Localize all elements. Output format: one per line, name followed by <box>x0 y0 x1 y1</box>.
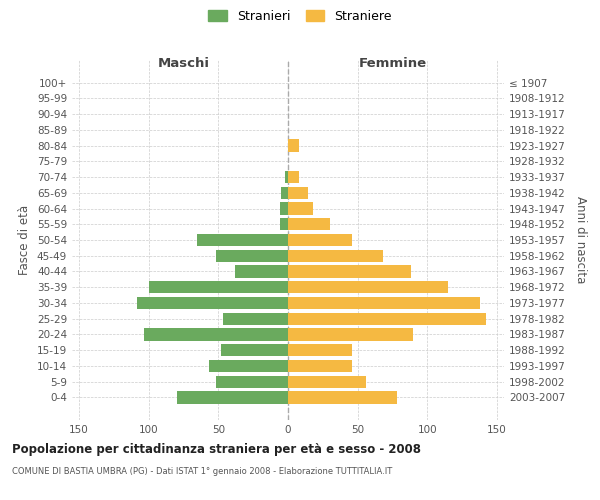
Bar <box>288 360 352 372</box>
Bar <box>285 171 288 183</box>
Text: Femmine: Femmine <box>358 57 427 70</box>
Bar <box>281 186 288 199</box>
Bar <box>288 328 413 340</box>
Bar <box>280 202 288 214</box>
Text: COMUNE DI BASTIA UMBRA (PG) - Dati ISTAT 1° gennaio 2008 - Elaborazione TUTTITAL: COMUNE DI BASTIA UMBRA (PG) - Dati ISTAT… <box>12 468 392 476</box>
Y-axis label: Anni di nascita: Anni di nascita <box>574 196 587 284</box>
Y-axis label: Fasce di età: Fasce di età <box>19 205 31 275</box>
Bar <box>288 234 352 246</box>
Bar <box>288 171 299 183</box>
Legend: Stranieri, Straniere: Stranieri, Straniere <box>205 6 395 26</box>
Bar <box>137 297 288 309</box>
Bar <box>145 328 288 340</box>
Bar <box>197 234 288 246</box>
Bar <box>280 218 288 230</box>
Bar <box>149 281 288 293</box>
Bar <box>288 376 366 388</box>
Bar <box>176 392 288 404</box>
Bar <box>288 266 410 278</box>
Bar <box>209 360 288 372</box>
Bar <box>221 344 288 356</box>
Bar <box>288 186 308 199</box>
Bar <box>288 297 481 309</box>
Bar <box>288 344 352 356</box>
Bar <box>215 376 288 388</box>
Bar <box>288 312 486 325</box>
Text: Maschi: Maschi <box>157 57 209 70</box>
Bar <box>288 250 383 262</box>
Bar <box>223 312 288 325</box>
Text: Popolazione per cittadinanza straniera per età e sesso - 2008: Popolazione per cittadinanza straniera p… <box>12 442 421 456</box>
Bar <box>235 266 288 278</box>
Bar <box>288 281 448 293</box>
Bar <box>215 250 288 262</box>
Bar <box>288 392 397 404</box>
Bar <box>288 202 313 214</box>
Bar <box>288 140 299 151</box>
Bar <box>288 218 330 230</box>
